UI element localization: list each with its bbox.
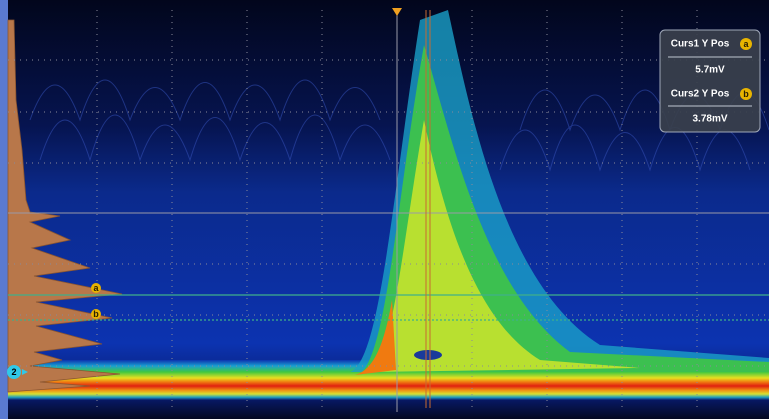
pulse-hole <box>414 350 442 360</box>
cursor-marker <box>91 283 101 293</box>
left-bezel <box>0 0 8 419</box>
cursor-marker-label: a <box>93 283 99 293</box>
noise-traces <box>29 79 769 172</box>
readout-badge <box>740 38 752 50</box>
pulse-edge <box>355 300 396 375</box>
readout-label: Curs2 Y Pos <box>671 89 730 100</box>
cursor-marker-label: b <box>93 309 99 319</box>
channel-marker <box>7 365 21 379</box>
channel-arrow <box>22 369 28 375</box>
grid <box>8 10 769 412</box>
cursor-marker <box>91 309 101 319</box>
channel-marker-label: 2 <box>11 367 16 377</box>
readout-value: 5.7mV <box>695 65 725 76</box>
readout-value: 3.78mV <box>692 114 727 125</box>
trigger-marker <box>392 8 402 16</box>
readout-badge <box>740 88 752 100</box>
readout-label: Curs1 Y Pos <box>671 39 730 50</box>
cursor-readout: Curs1 Y Pos a 5.7mV Curs2 Y Pos b 3.78mV <box>659 29 761 133</box>
readout-badge-label: a <box>743 39 749 49</box>
readout-badge-label: b <box>743 89 749 99</box>
histogram <box>7 19 123 393</box>
pulse-yellow <box>375 120 640 372</box>
